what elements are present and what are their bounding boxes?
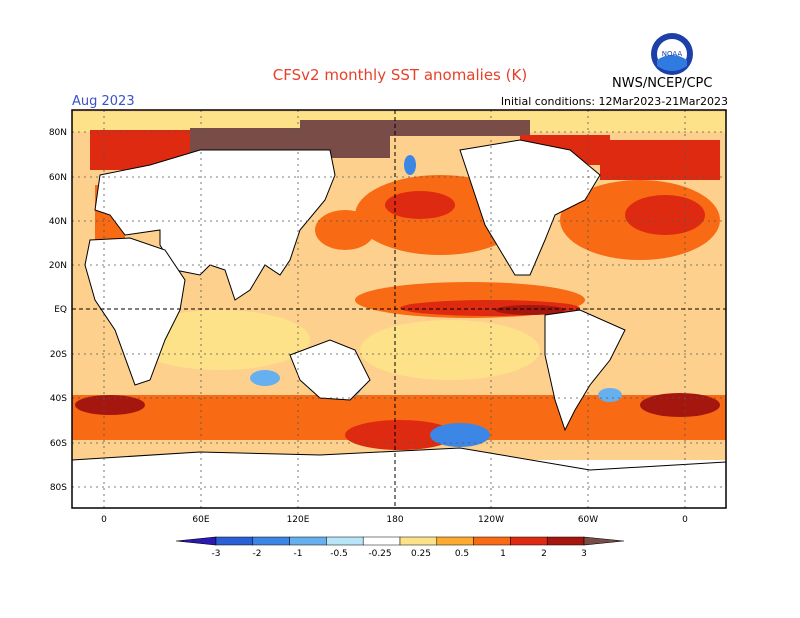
colorbar-label: -1 — [294, 549, 303, 559]
lat-labels: 80N 60N 40N 20N EQ 20S 40S 60S 80S — [49, 128, 67, 493]
north-america — [459, 139, 601, 276]
lon-label: 0 — [682, 515, 688, 525]
lat-label: 60N — [49, 173, 67, 183]
colorbar-left-arrow — [175, 536, 217, 546]
colorbar-label: -0.25 — [368, 549, 391, 559]
colorbar-swatch — [399, 536, 438, 546]
lat-label: 20S — [50, 350, 67, 360]
colorbar-swatch — [510, 536, 548, 546]
colorbar-swatch — [215, 536, 254, 546]
colorbar-swatch — [326, 536, 364, 546]
lon-label: 0 — [101, 515, 107, 525]
colorbar-label: -0.5 — [330, 549, 348, 559]
lat-label: 40S — [50, 394, 67, 404]
map-frame — [71, 109, 727, 509]
colorbar-label: -3 — [212, 549, 221, 559]
lon-label: 60E — [192, 515, 209, 525]
colorbar-swatch — [436, 536, 474, 546]
initial-conditions: Initial conditions: 12Mar2023-21Mar2023 — [500, 95, 728, 108]
lon-label: 120W — [478, 515, 504, 525]
colorbar-swatch — [252, 536, 290, 546]
reference-lines — [72, 110, 726, 508]
colorbar-swatch — [362, 536, 401, 546]
colorbar-label: 1 — [500, 549, 506, 559]
colorbar-label: 2 — [541, 549, 547, 559]
colorbar-right-arrow — [583, 536, 625, 546]
map-title: CFSv2 monthly SST anomalies (K) — [272, 66, 528, 84]
colorbar-label: -2 — [253, 549, 262, 559]
noaa-logo: NOAA — [650, 32, 694, 76]
africa — [84, 237, 186, 386]
colorbar-label: 0.5 — [455, 549, 469, 559]
lat-label: 40N — [49, 217, 67, 227]
lat-label: 20N — [49, 261, 67, 271]
lon-label: 60W — [578, 515, 598, 525]
antarctica — [72, 447, 726, 508]
lon-label: 180 — [386, 515, 403, 525]
eurasia — [94, 149, 336, 301]
australia — [289, 339, 371, 401]
lat-label: 60S — [50, 439, 67, 449]
colorbar-swatch — [546, 536, 585, 546]
colorbar-label: 0.25 — [411, 549, 431, 559]
lon-label: 120E — [287, 515, 310, 525]
svg-text:NOAA: NOAA — [662, 50, 683, 58]
lat-label: EQ — [54, 305, 67, 315]
colorbar-swatch — [289, 536, 327, 546]
graticule — [72, 110, 726, 508]
colorbar-label: 3 — [581, 549, 587, 559]
forecast-month: Aug 2023 — [72, 94, 135, 109]
lon-labels: 0 60E 120E 180 120W 60W 0 — [101, 515, 688, 525]
colorbar: -3 -2 -1 -0.5 -0.25 0.25 0.5 1 2 3 — [175, 536, 625, 559]
lat-label: 80N — [49, 128, 67, 138]
land-outlines — [72, 139, 726, 508]
south-america — [544, 309, 626, 432]
lat-label: 80S — [50, 483, 67, 493]
credit-label: NWS/NCEP/CPC — [612, 76, 713, 91]
colorbar-swatch — [473, 536, 511, 546]
